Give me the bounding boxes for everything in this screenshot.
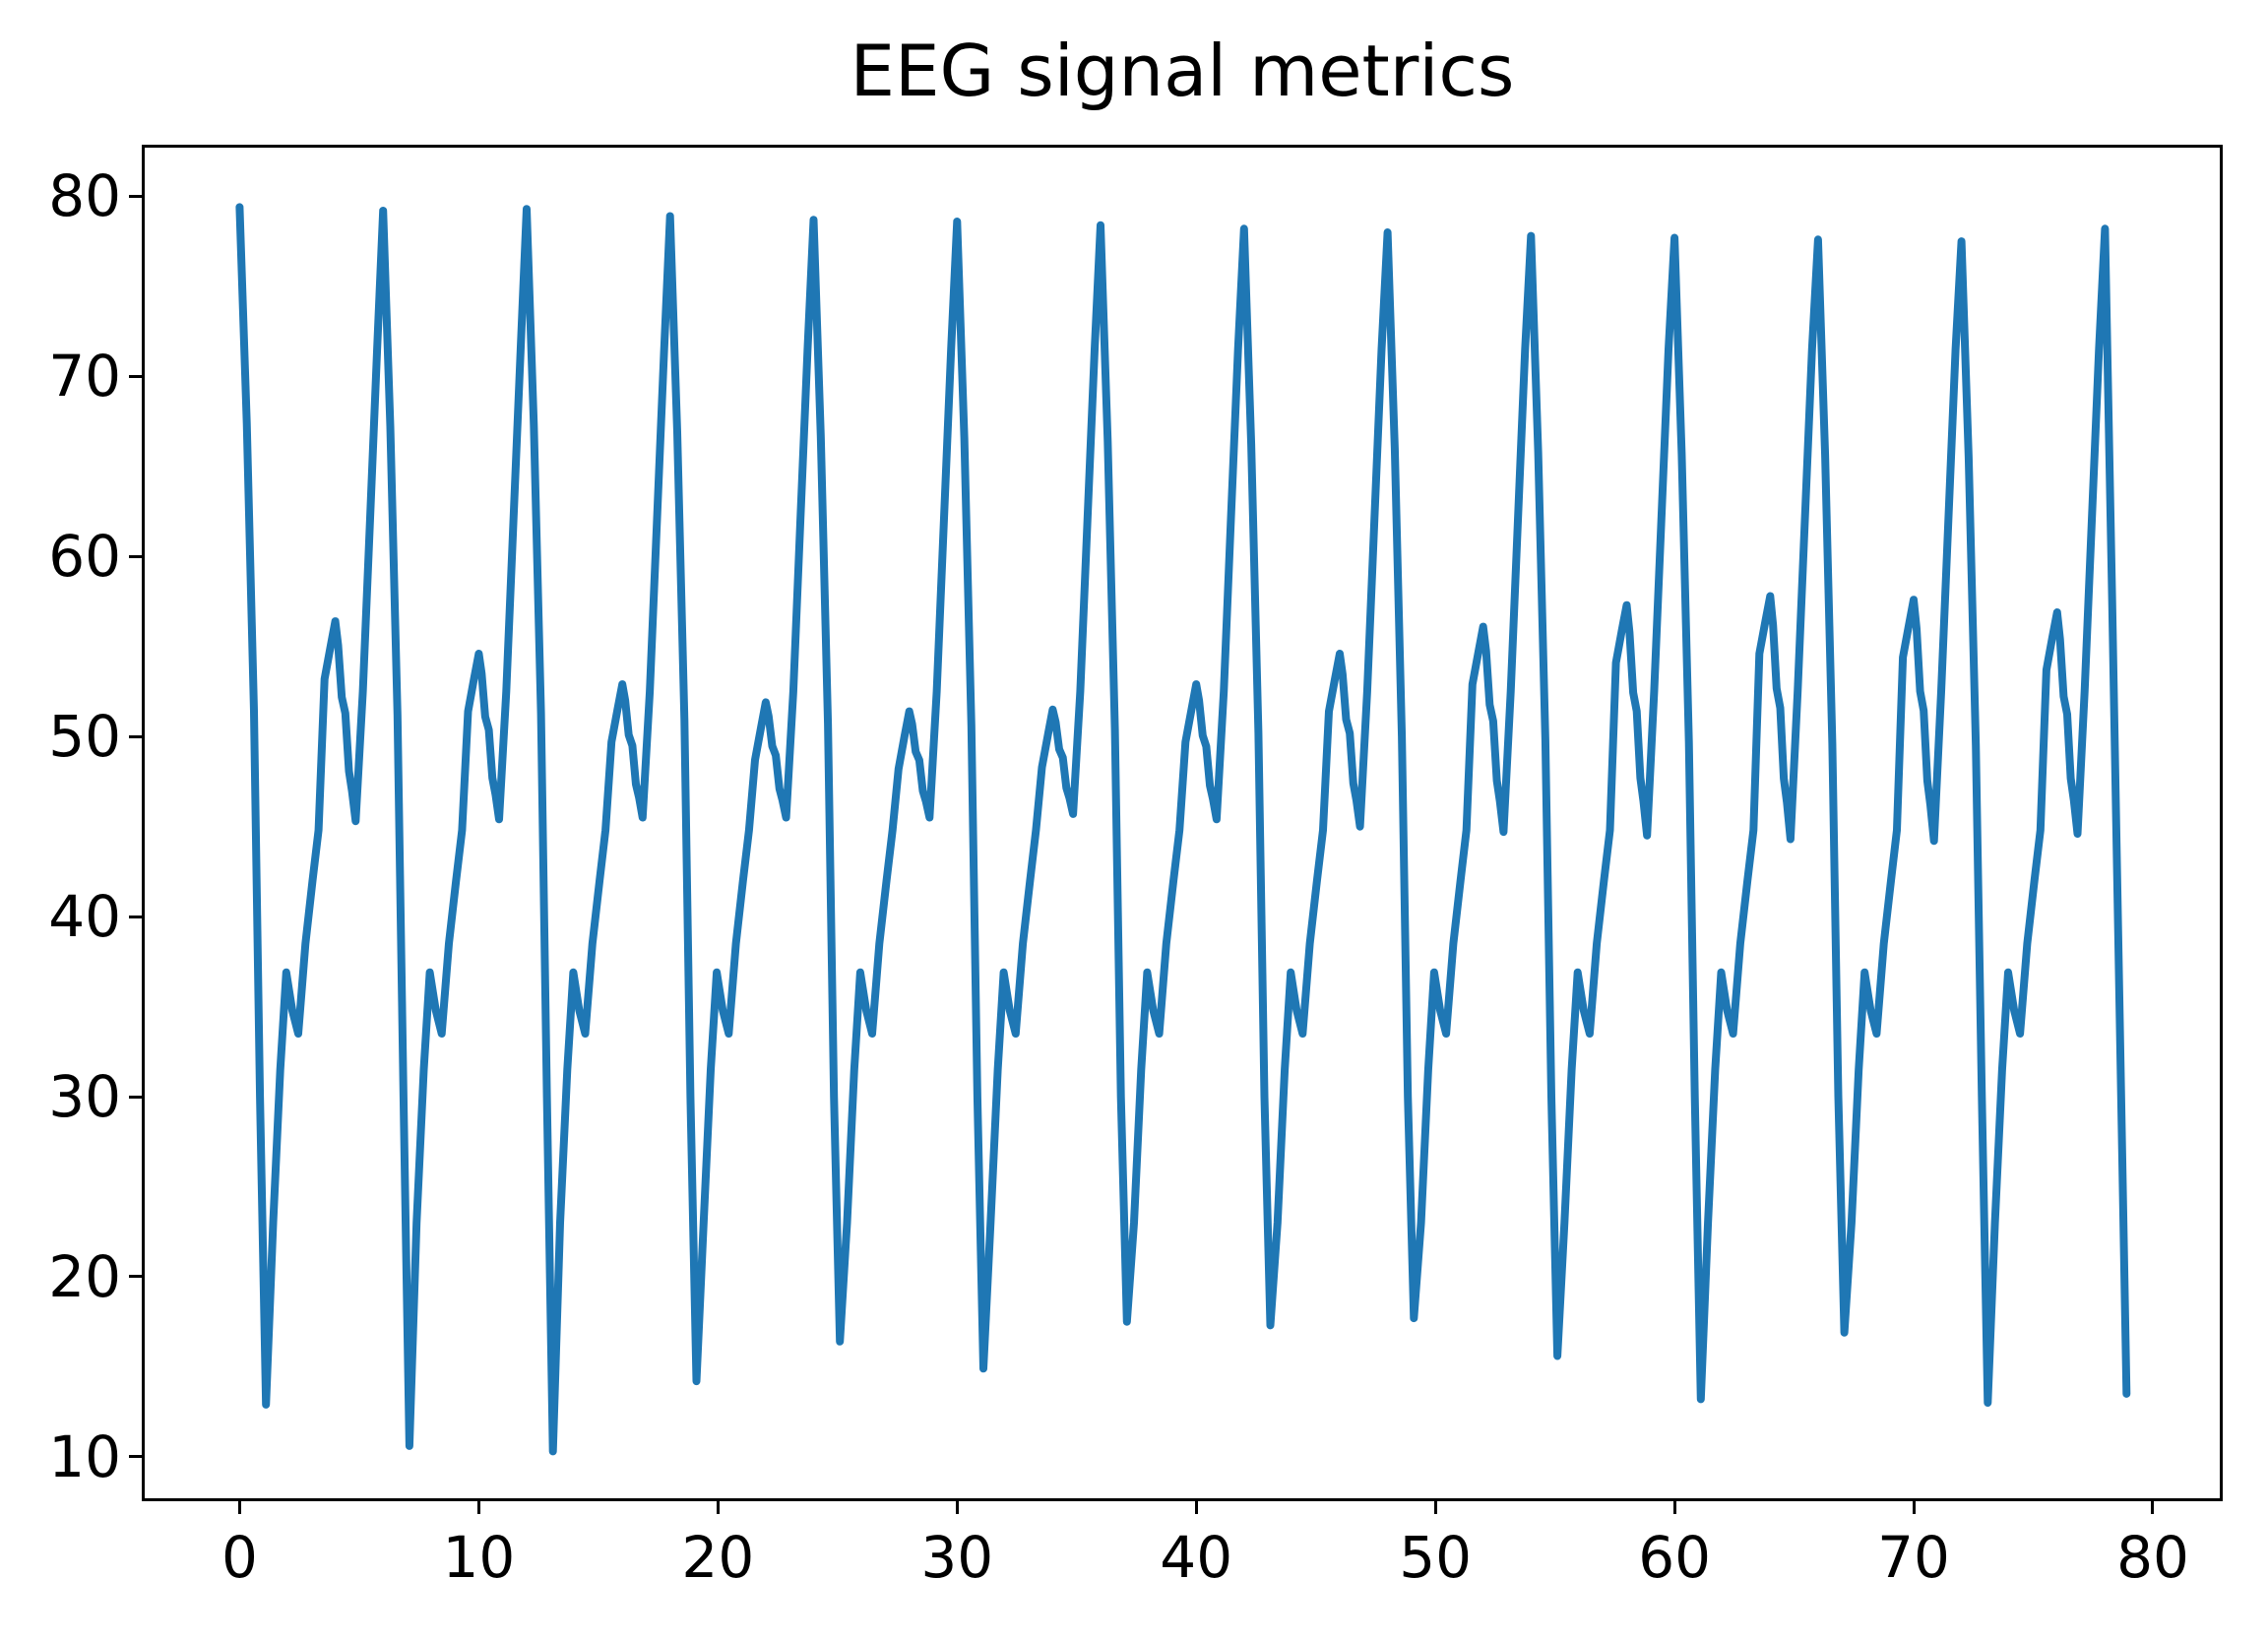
x-tick-mark	[1672, 1498, 1676, 1514]
y-tick-label: 40	[48, 883, 121, 951]
y-tick-label: 10	[48, 1422, 121, 1490]
y-tick-label: 30	[48, 1063, 121, 1131]
y-tick-mark	[129, 1095, 145, 1099]
y-tick-mark	[129, 554, 145, 558]
signal-line-svg	[235, 203, 2131, 1456]
x-tick-mark	[2151, 1498, 2155, 1514]
y-tick-mark	[129, 734, 145, 738]
x-tick-label: 0	[220, 1524, 258, 1591]
y-tick-label: 60	[48, 523, 121, 591]
y-tick-mark	[129, 1455, 145, 1459]
y-tick-label: 50	[48, 703, 121, 771]
x-tick-label: 80	[2116, 1524, 2189, 1591]
plot-area	[142, 145, 2223, 1501]
y-tick-mark	[129, 915, 145, 918]
y-tick-label: 80	[48, 162, 121, 230]
y-tick-label: 70	[48, 343, 121, 410]
x-tick-mark	[476, 1498, 480, 1514]
y-tick-mark	[129, 194, 145, 198]
y-tick-mark	[129, 374, 145, 378]
x-tick-label: 60	[1638, 1524, 1711, 1591]
x-tick-label: 50	[1399, 1524, 1473, 1591]
x-tick-mark	[1912, 1498, 1916, 1514]
y-tick-mark	[129, 1275, 145, 1279]
x-tick-mark	[716, 1498, 720, 1514]
signal-line	[235, 203, 2131, 1456]
x-tick-label: 40	[1160, 1524, 1233, 1591]
chart-title: EEG signal metrics	[850, 30, 1515, 112]
x-tick-label: 20	[681, 1524, 755, 1591]
x-tick-label: 70	[1877, 1524, 1950, 1591]
x-tick-mark	[955, 1498, 959, 1514]
x-tick-mark	[237, 1498, 241, 1514]
x-tick-mark	[1433, 1498, 1437, 1514]
x-tick-label: 30	[920, 1524, 994, 1591]
x-tick-label: 10	[442, 1524, 516, 1591]
x-tick-mark	[1194, 1498, 1198, 1514]
y-tick-label: 20	[48, 1242, 121, 1310]
